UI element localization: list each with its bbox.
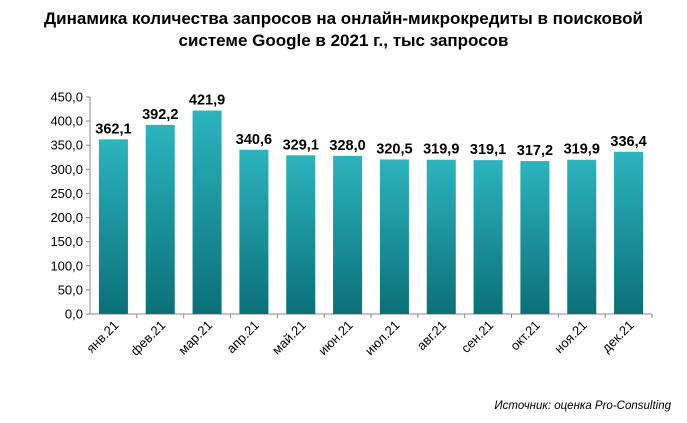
- chart-title-line-1: Динамика количества запросов на онлайн-м…: [44, 9, 643, 28]
- data-label: 340,6: [236, 132, 272, 148]
- data-label: 336,4: [610, 134, 646, 150]
- data-label: 319,9: [423, 142, 459, 158]
- bar: [333, 155, 363, 314]
- data-label: 319,1: [470, 142, 506, 158]
- y-tick-label: 150,0: [50, 234, 83, 249]
- data-label: 328,0: [329, 138, 365, 154]
- x-tick-label: дек.21: [599, 318, 637, 356]
- x-tick-label: июл.21: [362, 318, 403, 359]
- x-tick-label: ноя.21: [551, 318, 590, 357]
- bar: [239, 149, 269, 314]
- data-label: 421,9: [189, 93, 225, 109]
- chart-title-line-2: системе Google в 2021 г., тыс запросов: [178, 31, 509, 50]
- x-tick-label: окт.21: [507, 318, 543, 354]
- bar: [426, 159, 456, 314]
- x-tick-label: мар.21: [175, 318, 215, 358]
- y-tick-label: 50,0: [58, 282, 83, 297]
- y-tick-label: 200,0: [50, 210, 83, 225]
- data-label: 362,1: [95, 121, 131, 137]
- x-tick-label: июн.21: [315, 318, 355, 358]
- y-tick-label: 100,0: [50, 258, 83, 273]
- bar: [520, 161, 550, 314]
- y-tick-label: 0,0: [65, 307, 83, 322]
- x-tick-label: янв.21: [83, 318, 121, 356]
- bar: [286, 155, 316, 314]
- data-label: 329,1: [283, 137, 319, 153]
- bar: [98, 139, 128, 314]
- bar: [567, 159, 597, 314]
- x-tick-label: апр.21: [223, 318, 262, 357]
- chart-title: Динамика количества запросов на онлайн-м…: [0, 8, 687, 52]
- bar: [379, 159, 409, 314]
- x-tick-label: фев.21: [127, 318, 168, 359]
- y-tick-label: 300,0: [50, 162, 83, 177]
- y-tick-label: 450,0: [50, 90, 83, 105]
- bar: [145, 124, 175, 315]
- x-tick-label: сен.21: [458, 318, 496, 356]
- source-note: Источник: оценка Pro-Consulting: [494, 400, 671, 412]
- bar: [614, 151, 644, 314]
- y-tick-label: 250,0: [50, 186, 83, 201]
- bar: [473, 160, 503, 314]
- data-label: 320,5: [376, 141, 412, 157]
- y-tick-label: 350,0: [50, 138, 83, 153]
- bar: [192, 110, 222, 314]
- data-label: 392,2: [142, 107, 178, 123]
- data-label: 319,9: [564, 142, 600, 158]
- x-tick-label: май.21: [269, 318, 309, 358]
- x-tick-label: авг.21: [414, 318, 450, 354]
- data-label: 317,2: [517, 143, 553, 159]
- y-tick-label: 400,0: [50, 114, 83, 129]
